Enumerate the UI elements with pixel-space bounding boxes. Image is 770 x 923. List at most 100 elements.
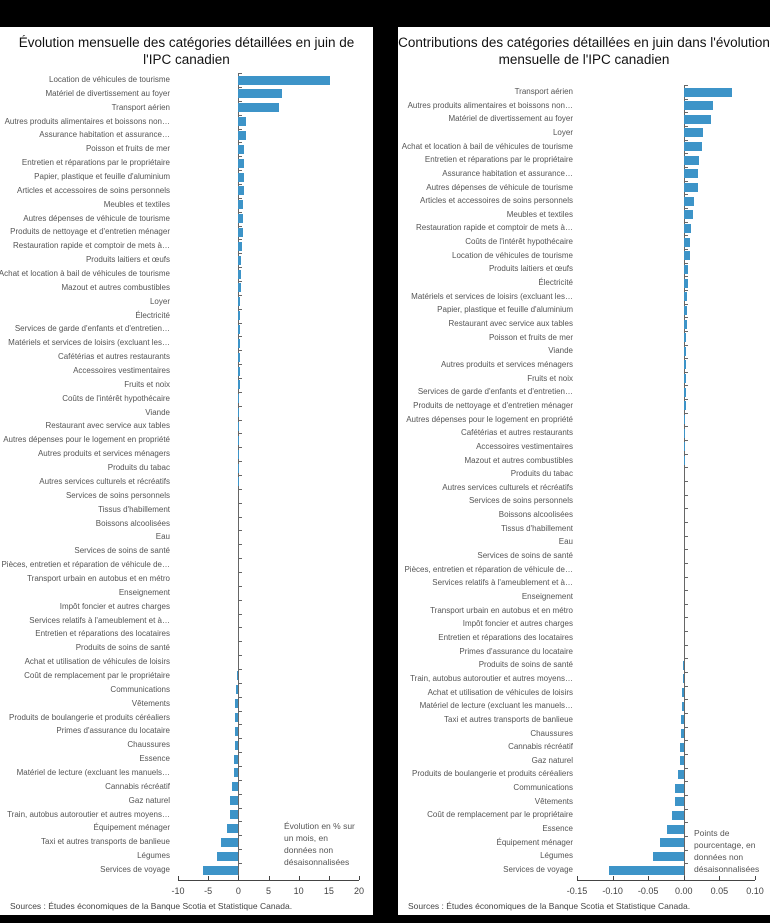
y-tick (238, 183, 243, 185)
y-tick (238, 669, 243, 671)
category-label: Équipement ménager (496, 837, 574, 847)
y-tick (683, 98, 688, 100)
y-tick (683, 303, 688, 305)
y-tick (683, 467, 688, 469)
data-bar (683, 387, 686, 397)
data-bar (683, 278, 689, 288)
data-bar (229, 810, 239, 820)
x-axis-line (577, 879, 755, 881)
category-label: Enseignement (118, 587, 170, 597)
category-label: Articles et accessoires de soins personn… (17, 185, 170, 195)
data-bar (683, 415, 686, 425)
y-tick (238, 447, 243, 449)
category-label: Impôt foncier et autres charges (462, 619, 573, 629)
y-tick (683, 358, 688, 360)
right-title-line-1: Contributions des catégories détaillées … (398, 35, 770, 50)
y-tick (683, 208, 688, 210)
category-label: Loyer (149, 296, 170, 306)
x-tick (648, 875, 650, 880)
data-bar (683, 155, 699, 165)
y-tick (238, 821, 243, 823)
data-bar (238, 117, 247, 127)
left-title-line-1: Évolution mensuelle des catégories détai… (18, 35, 355, 50)
data-bar (238, 75, 331, 85)
data-bar (680, 729, 684, 738)
y-tick (683, 535, 688, 537)
y-tick (238, 142, 243, 144)
data-bar (227, 823, 239, 833)
y-tick (683, 849, 688, 851)
category-label: Services de soins personnels (65, 490, 170, 500)
y-tick (238, 211, 243, 213)
category-label: Services de soins de santé (477, 551, 573, 561)
y-tick (683, 699, 688, 701)
category-label: Taxi et autres transports de banlieue (444, 714, 573, 724)
category-label: Autres produits et services ménagers (440, 359, 573, 369)
data-bar (238, 269, 241, 279)
category-label: Fruits et noix (527, 373, 573, 383)
category-label: Taxi et autres transports de banlieue (41, 837, 170, 847)
x-tick-label: 5 (265, 885, 271, 896)
y-tick (683, 440, 688, 442)
y-tick (683, 685, 688, 687)
y-tick (683, 330, 688, 332)
left-bar-chart: Location de véhicules de tourisme Matérie… (0, 27, 373, 915)
y-tick (238, 405, 243, 407)
y-tick (238, 738, 243, 740)
y-tick (683, 481, 688, 482)
data-bar (238, 324, 241, 334)
data-bar (683, 142, 703, 152)
right-source-note: Sources : Études économiques de la Banqu… (408, 901, 691, 911)
category-label: Eau (558, 537, 573, 547)
y-tick (238, 530, 243, 532)
y-tick (683, 85, 688, 87)
y-tick (683, 713, 688, 715)
y-tick (238, 461, 243, 463)
category-label: Poisson et fruits de mer (85, 144, 170, 154)
category-label: Mazout et autres combustibles (464, 455, 574, 465)
y-tick (238, 752, 243, 754)
y-tick (238, 364, 243, 366)
category-label: Cannabis récréatif (508, 742, 573, 752)
data-bar (683, 674, 685, 684)
y-tick (683, 863, 688, 865)
category-label: Produits de nettoyage et d'entretien mén… (413, 400, 573, 410)
data-bar (238, 214, 244, 224)
category-label: Autres produits alimentaires et boissons… (4, 116, 170, 126)
data-bar (234, 754, 239, 764)
y-tick (683, 399, 688, 401)
category-label: Chaussures (530, 728, 573, 738)
y-tick (238, 350, 243, 352)
data-bar (683, 210, 694, 220)
category-label: Achat et location à bail de véhicules de… (0, 269, 170, 279)
y-tick (238, 280, 243, 282)
note-line: Évolution en % sur (284, 821, 355, 831)
category-label: Assurance habitation et assurance… (442, 168, 573, 178)
y-tick (683, 494, 688, 496)
y-tick (683, 153, 688, 155)
y-tick (683, 603, 688, 605)
note-line: désaisonnalisées (284, 857, 350, 867)
data-bar (674, 797, 684, 807)
category-label: Autres produits alimentaires et boissons… (407, 100, 573, 110)
x-tick (683, 875, 685, 880)
category-label: Vêtements (131, 698, 170, 708)
y-tick (238, 156, 243, 158)
left-chart-note: Évolution en % sur un mois, en données n… (284, 820, 355, 868)
x-tick (328, 875, 330, 880)
category-label: Entretien et réparations des locataires (438, 632, 573, 642)
category-label: Loyer (552, 127, 573, 137)
category-label: Poisson et fruits de mer (488, 332, 573, 342)
category-label: Coût de remplacement par le propriétaire (427, 810, 573, 820)
category-label: Autres produits et services ménagers (37, 449, 170, 459)
data-bar (683, 264, 689, 274)
category-label: Primes d'assurance du locataire (459, 646, 573, 656)
category-label: Papier, plastique et feuille d'aluminium (437, 305, 573, 315)
y-tick (683, 521, 688, 523)
category-label: Primes d'assurance du locataire (56, 726, 170, 736)
category-label: Coûts de l'intérêt hypothécaire (465, 237, 573, 247)
data-bar (682, 688, 684, 698)
category-label: Vêtements (534, 796, 573, 806)
category-label: Coût de remplacement par le propriétaire (24, 670, 170, 680)
note-line: données non (694, 852, 744, 862)
